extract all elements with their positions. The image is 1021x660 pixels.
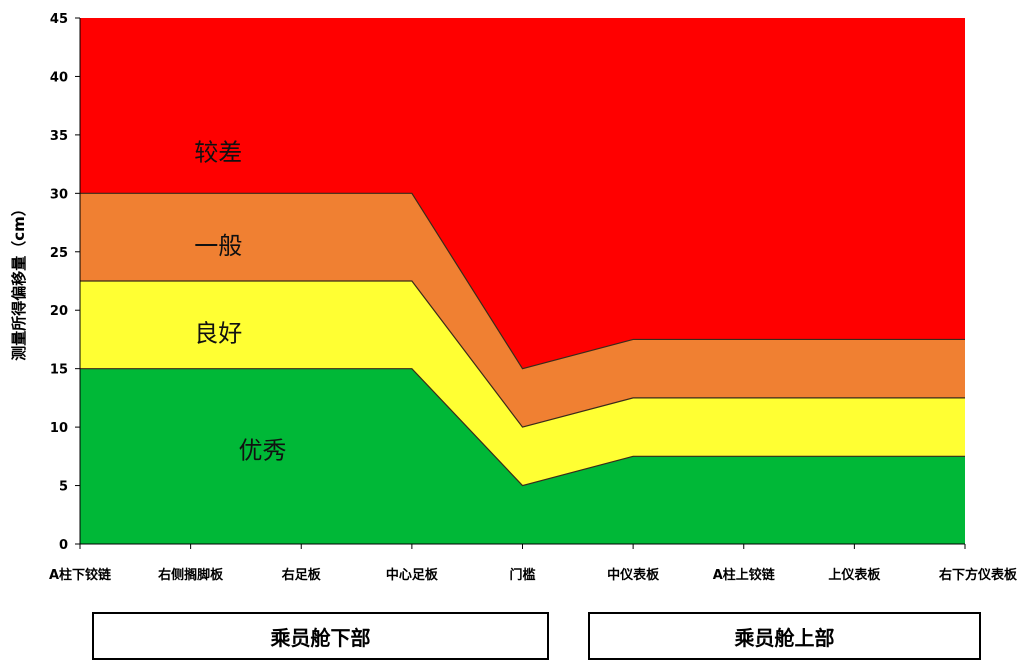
y-tick-label: 35 [50, 129, 68, 144]
y-tick-label: 0 [59, 538, 68, 553]
y-tick-label: 45 [50, 12, 68, 27]
y-tick-label: 25 [50, 246, 68, 261]
x-tick-label: 中仪表板 [607, 567, 660, 583]
y-tick-label: 10 [50, 421, 68, 436]
x-tick-label: A柱下铰链 [49, 567, 112, 583]
group-box-lower-cabin: 乘员舱下部 [92, 612, 549, 660]
x-tick-label: 右足板 [281, 567, 322, 583]
x-tick-label: 右侧搁脚板 [157, 567, 224, 583]
band-label-average: 一般 [194, 232, 242, 260]
y-axis-label: 测量所得偏移量（cm） [10, 201, 28, 361]
band-boundary-line [80, 280, 965, 428]
band-label-poor: 较差 [194, 138, 242, 166]
band-label-good: 良好 [194, 320, 242, 348]
band-area-average [80, 193, 965, 428]
group-label-upper-cabin: 乘员舱上部 [734, 625, 835, 650]
y-tick-labels: 0 5 10 15 20 25 30 35 40 45 [50, 12, 80, 553]
x-tick-label: 上仪表板 [828, 567, 881, 583]
x-tick-label: A柱上铰链 [713, 567, 776, 583]
band-area-excellent [80, 368, 965, 544]
y-tick-label: 15 [50, 363, 68, 378]
group-label-lower-cabin: 乘员舱下部 [270, 625, 371, 650]
band-area-poor [80, 18, 965, 369]
band-label-excellent: 优秀 [239, 436, 287, 464]
x-tick-label: 中心足板 [386, 567, 439, 583]
band-boundary-line [80, 368, 965, 487]
x-tick-label: 右下方仪表板 [938, 567, 1018, 583]
y-tick-label: 20 [50, 304, 68, 319]
group-box-upper-cabin: 乘员舱上部 [588, 612, 981, 660]
band-boundary-line [80, 192, 965, 370]
x-tick-labels: A柱下铰链 右侧搁脚板 右足板 中心足板 门槛 中仪表板 A柱上铰链 上仪表板 右下方仪表板 [49, 544, 1018, 583]
y-tick-label: 5 [59, 480, 68, 495]
x-tick-label: 门槛 [509, 567, 535, 583]
y-tick-label: 30 [50, 187, 68, 202]
band-area-good [80, 281, 965, 486]
y-tick-label: 40 [50, 70, 68, 85]
band-labels: 优秀 良好 一般 较差 [194, 138, 286, 464]
bands-layer [80, 18, 965, 544]
